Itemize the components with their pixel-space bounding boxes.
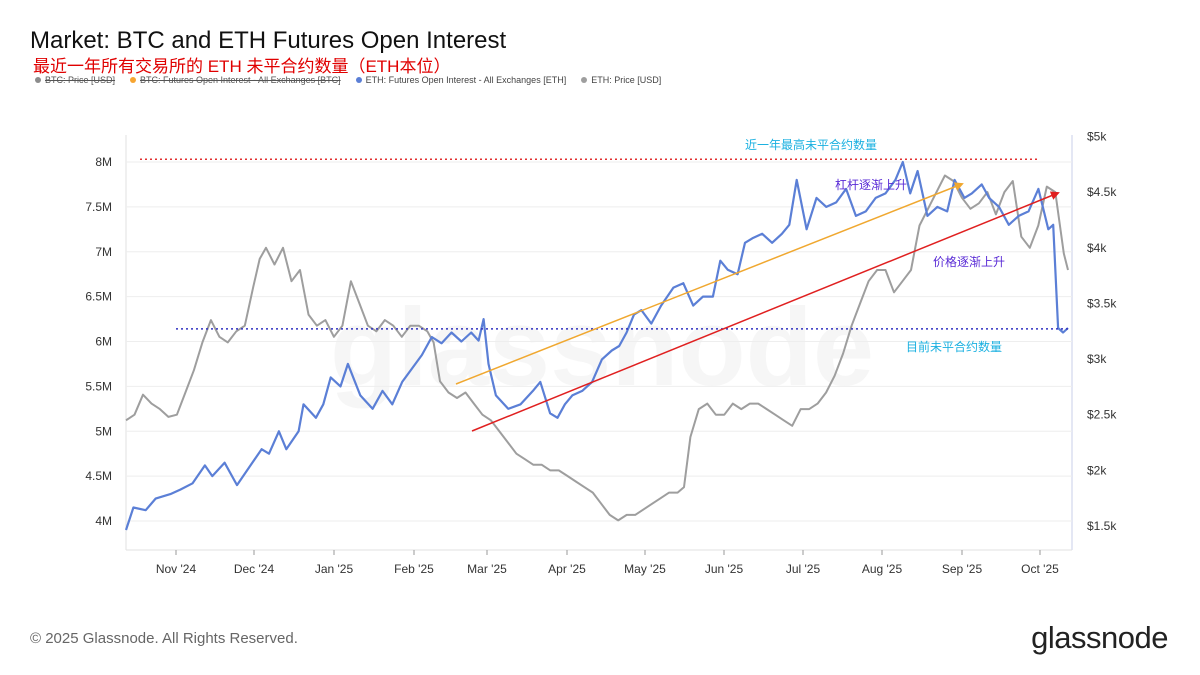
y-right-tick-label: $2k bbox=[1087, 463, 1107, 477]
watermark: glassnode bbox=[330, 286, 874, 409]
chart-subtitle: 最近一年所有交易所的 ETH 未平合约数量（ETH本位） bbox=[33, 57, 451, 76]
y-left-tick-label: 7.5M bbox=[85, 200, 112, 214]
legend-dot bbox=[581, 77, 588, 83]
x-tick-label: Jan '25 bbox=[315, 562, 354, 576]
legend-item[interactable]: ETH: Futures Open Interest - All Exchang… bbox=[355, 75, 567, 85]
y-left-tick-label: 8M bbox=[95, 155, 112, 169]
price-label: 价格逐渐上升 bbox=[933, 254, 1005, 269]
price-trend-arrow bbox=[471, 191, 1060, 432]
y-left-tick-label: 4M bbox=[95, 514, 112, 528]
y-right-tick-label: $1.5k bbox=[1087, 519, 1117, 533]
x-tick-label: Sep '25 bbox=[942, 562, 983, 576]
legend-item[interactable]: BTC: Price [USD] bbox=[35, 75, 115, 85]
leverage-label: 杠杆逐渐上升 bbox=[835, 177, 907, 192]
y-right-tick-label: $5k bbox=[1087, 130, 1107, 144]
x-axis: Nov '24 Dec '24 Jan '25 Feb '25 Mar '25 Apr '… bbox=[156, 550, 1059, 576]
y-right-tick-label: $4k bbox=[1087, 241, 1107, 255]
y-left-tick-label: 6.5M bbox=[85, 290, 112, 304]
x-tick-label: Apr '25 bbox=[548, 562, 586, 576]
legend-dot bbox=[355, 77, 362, 83]
current-open-interest-label: 目前未平合约数量 bbox=[906, 339, 1002, 354]
y-left-tick-label: 5.5M bbox=[85, 379, 112, 393]
series-layer bbox=[124, 160, 1069, 531]
x-tick-label: Jul '25 bbox=[786, 562, 821, 576]
y-right-tick-label: $3.5k bbox=[1087, 296, 1117, 310]
legend-label: BTC: Price [USD] bbox=[45, 75, 116, 85]
x-tick-label: Nov '24 bbox=[156, 562, 197, 576]
y-right-tick-label: $2.5k bbox=[1087, 408, 1117, 422]
glassnode-logo: glassnode bbox=[1031, 620, 1168, 655]
x-tick-label: Feb '25 bbox=[394, 562, 434, 576]
x-tick-label: Oct '25 bbox=[1021, 562, 1059, 576]
y-left-tick-label: 4.5M bbox=[85, 469, 112, 483]
leverage-trend-arrow bbox=[455, 182, 964, 385]
y-left-tick-label: 7M bbox=[95, 245, 112, 259]
eth-open-interest-line bbox=[124, 160, 1069, 531]
y-left-tick-label: 6M bbox=[95, 335, 112, 349]
reference-lines bbox=[140, 158, 1068, 330]
legend-item[interactable]: BTC: Futures Open Interest - All Exchang… bbox=[130, 75, 341, 85]
y-axis-right: $1.5k $2k $2.5k $3k $3.5k $4k $4.5k $5k bbox=[1087, 130, 1117, 534]
legend-label: ETH: Futures Open Interest - All Exchang… bbox=[365, 75, 567, 85]
legend-dot bbox=[130, 77, 137, 83]
x-tick-label: Mar '25 bbox=[467, 562, 507, 576]
legend-dot bbox=[35, 77, 41, 83]
legend-label: BTC: Futures Open Interest - All Exchang… bbox=[140, 75, 341, 85]
y-axis-left: 4M 4.5M 5M 5.5M 6M 6.5M 7M 7.5M 8M bbox=[85, 155, 112, 528]
x-tick-label: Aug '25 bbox=[862, 562, 903, 576]
x-tick-label: Dec '24 bbox=[234, 562, 275, 576]
x-tick-label: May '25 bbox=[624, 562, 666, 576]
y-right-tick-label: $3k bbox=[1087, 352, 1107, 366]
eth-price-line bbox=[125, 174, 1069, 522]
legend-item[interactable]: ETH: Price [USD] bbox=[581, 75, 661, 85]
max-open-interest-label: 近一年最高未平合约数量 bbox=[745, 137, 877, 152]
legend: BTC: Price [USD] BTC: Futures Open Intere… bbox=[35, 75, 661, 85]
y-left-tick-label: 5M bbox=[95, 424, 112, 438]
x-tick-label: Jun '25 bbox=[705, 562, 744, 576]
copyright-text: © 2025 Glassnode. All Rights Reserved. bbox=[30, 630, 298, 647]
legend-label: ETH: Price [USD] bbox=[591, 75, 662, 85]
y-right-tick-label: $4.5k bbox=[1087, 185, 1117, 199]
page-title: Market: BTC and ETH Futures Open Interes… bbox=[30, 27, 507, 54]
